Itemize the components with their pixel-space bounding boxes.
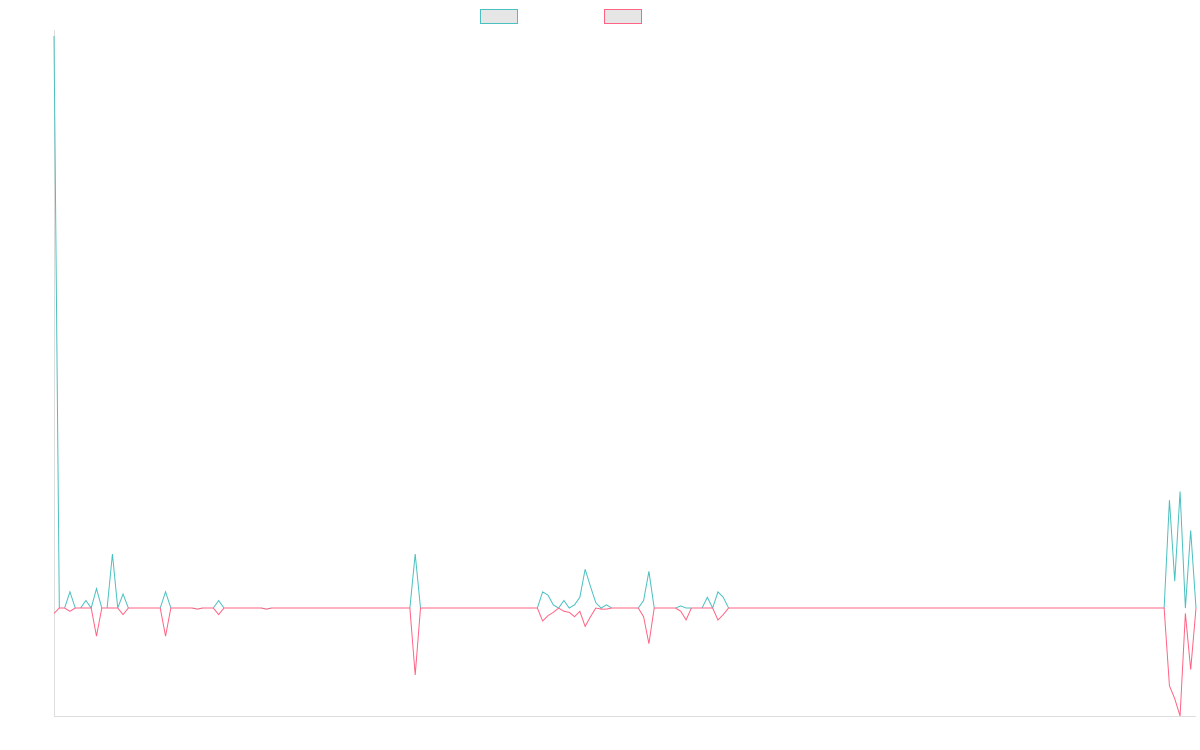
legend-item-series-2[interactable] [604, 9, 648, 24]
series-layer [53, 35, 1197, 717]
legend-swatch-series-2 [604, 9, 642, 24]
chart-legend [0, 9, 1200, 27]
legend-swatch-series-1 [480, 9, 518, 24]
series-line-2 [53, 607, 1197, 717]
legend-item-series-1[interactable] [480, 9, 524, 24]
series-line-1 [53, 35, 1197, 610]
